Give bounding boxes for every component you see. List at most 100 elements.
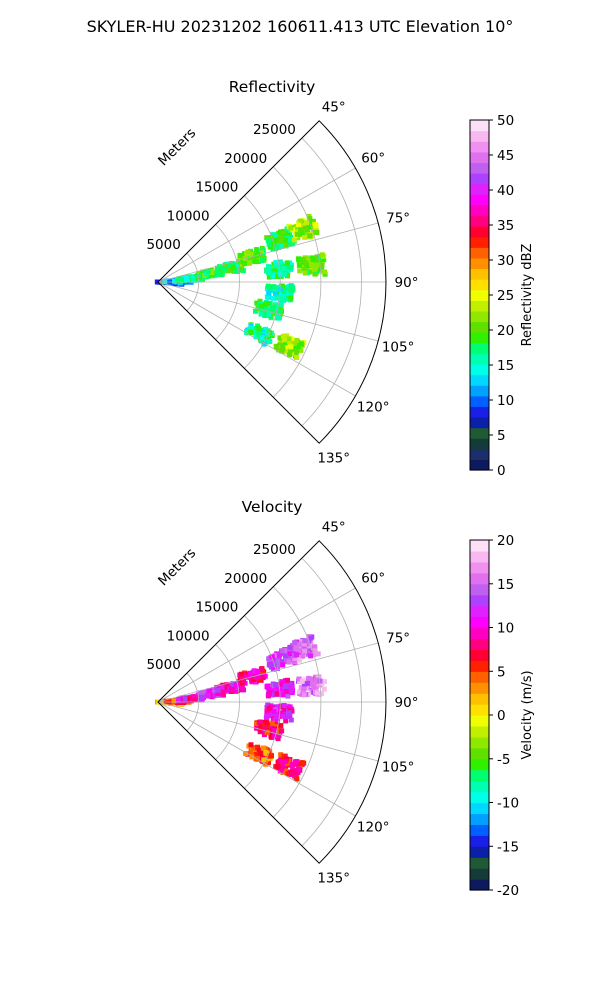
data-point — [278, 239, 284, 245]
colorbar-label: Velocity (m/s) — [520, 670, 535, 759]
angle-tick-label: 60° — [361, 571, 385, 587]
data-point — [265, 760, 271, 766]
data-point — [277, 229, 283, 235]
data-point — [258, 726, 264, 732]
data-point — [307, 218, 313, 224]
data-point — [262, 310, 268, 316]
data-point — [297, 763, 303, 769]
data-point — [275, 764, 281, 770]
grid-spoke — [157, 281, 379, 342]
data-point — [312, 644, 318, 650]
colorbar-swatch — [470, 627, 489, 640]
colorbar-swatch — [470, 725, 489, 738]
data-point — [267, 244, 273, 250]
data-point — [319, 262, 325, 268]
colorbar-swatch — [470, 342, 489, 354]
data-point — [284, 260, 290, 266]
data-point — [281, 333, 286, 339]
data-point — [298, 227, 304, 233]
data-point — [317, 678, 323, 684]
data-point — [285, 273, 290, 279]
data-point — [268, 284, 274, 290]
angle-tick-label: 120° — [357, 819, 390, 835]
data-point — [281, 272, 287, 278]
angle-tick-label: 90° — [395, 695, 419, 711]
data-point — [175, 277, 181, 283]
data-point — [300, 653, 306, 659]
data-point — [277, 309, 283, 315]
data-point — [270, 246, 276, 252]
data-point — [283, 768, 289, 774]
data-point — [292, 345, 298, 351]
colorbar-tick-label: 30 — [497, 253, 514, 269]
colorbar-swatch — [470, 353, 489, 365]
data-point — [283, 237, 289, 243]
data-cell-cluster — [244, 322, 275, 347]
colorbar-swatch — [470, 204, 489, 217]
angle-tick-label: 135° — [317, 871, 350, 887]
data-cell-cluster — [272, 333, 307, 360]
data-point — [259, 258, 265, 263]
data-point — [269, 654, 275, 660]
data-point — [191, 697, 197, 703]
data-point — [257, 729, 263, 735]
data-point — [292, 656, 298, 662]
data-point — [296, 641, 302, 647]
data-point — [264, 684, 270, 689]
data-point — [265, 331, 271, 337]
data-point — [296, 657, 302, 663]
data-point — [302, 234, 308, 240]
colorbar-swatch — [470, 747, 489, 760]
data-point — [307, 233, 313, 239]
data-point — [248, 251, 254, 257]
data-point — [250, 746, 256, 752]
data-point — [313, 677, 319, 683]
data-cells — [154, 213, 328, 360]
data-point — [297, 268, 303, 274]
data-point — [263, 749, 269, 755]
grid-spoke — [157, 642, 379, 703]
data-point — [276, 245, 281, 250]
data-point — [268, 235, 274, 241]
colorbar-swatch — [470, 583, 489, 596]
data-point — [247, 326, 253, 332]
data-point — [294, 355, 300, 360]
data-point — [264, 335, 270, 341]
data-point — [279, 295, 285, 300]
data-point — [244, 671, 249, 677]
data-point — [264, 729, 270, 735]
data-point — [286, 659, 292, 665]
data-point — [279, 728, 285, 734]
data-point — [264, 708, 270, 714]
data-point — [312, 648, 318, 654]
colorbar-tick-label: 35 — [497, 218, 514, 234]
data-point — [266, 270, 272, 276]
data-point — [275, 704, 281, 710]
data-point — [319, 252, 325, 258]
data-point — [283, 765, 289, 771]
data-point — [264, 720, 270, 726]
data-point — [305, 680, 311, 686]
colorbar-swatch — [470, 671, 489, 683]
data-point — [289, 688, 295, 694]
data-cell-cluster — [264, 259, 294, 280]
data-point — [299, 760, 305, 766]
data-point — [300, 256, 306, 262]
colorbar-swatch — [470, 682, 489, 694]
data-point — [276, 662, 282, 668]
data-point — [281, 241, 287, 247]
data-point — [291, 237, 297, 243]
data-point — [308, 635, 314, 641]
data-point — [314, 230, 320, 235]
data-point — [265, 283, 271, 289]
data-point — [321, 269, 327, 275]
colorbar-swatch — [470, 194, 489, 206]
colorbar-swatch — [470, 572, 489, 585]
data-point — [273, 237, 279, 243]
data-point — [232, 688, 238, 694]
data-point — [302, 638, 308, 644]
data-point — [266, 274, 272, 280]
data-point — [270, 705, 276, 710]
data-point — [221, 266, 227, 272]
data-point — [237, 256, 243, 262]
